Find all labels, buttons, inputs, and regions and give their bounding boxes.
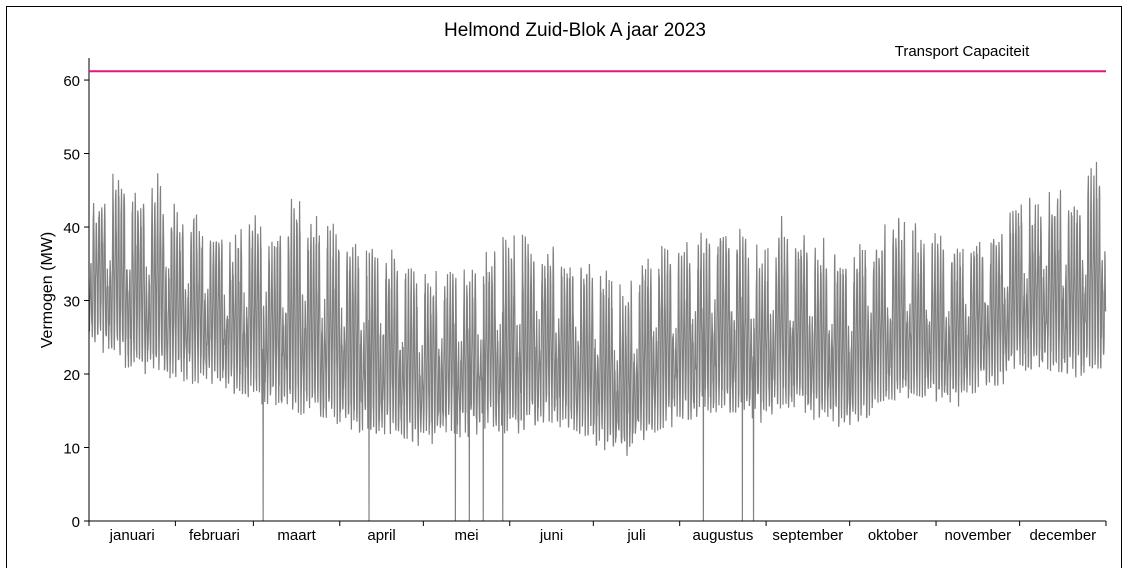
y-axis-label: Vermogen (MW) [39, 232, 56, 348]
y-tick-label: 0 [72, 514, 80, 531]
capacity-label: Transport Capaciteit [895, 43, 1030, 60]
y-tick-label: 30 [63, 294, 80, 311]
y-tick-label: 60 [63, 73, 80, 90]
y-tick-label: 50 [63, 147, 80, 164]
load-series-line [88, 161, 1107, 522]
x-tick-label: december [1029, 527, 1096, 544]
x-tick-label: maart [277, 527, 316, 544]
x-tick-label: januari [109, 527, 155, 544]
y-tick-label: 20 [63, 367, 80, 384]
x-tick-label: augustus [692, 527, 753, 544]
x-tick-label: november [944, 527, 1011, 544]
plot-area [88, 161, 1107, 522]
x-tick-label: april [367, 527, 395, 544]
x-tick-label: juli [626, 527, 645, 544]
y-tick-label: 10 [63, 441, 80, 458]
x-tick-label: september [772, 527, 843, 544]
x-tick-label: juni [539, 527, 563, 544]
chart-frame [6, 6, 1122, 568]
chart-title: Helmond Zuid-Blok A jaar 2023 [444, 20, 706, 41]
x-tick-label: oktober [868, 527, 918, 544]
capacity-group: Transport Capaciteit [89, 43, 1106, 73]
axes: 0 10 20 30 40 50 60 januari februari maart april me… [63, 58, 1107, 544]
y-tick-label: 40 [63, 220, 80, 237]
x-tick-label: februari [189, 527, 240, 544]
x-tick-label: mei [454, 527, 478, 544]
